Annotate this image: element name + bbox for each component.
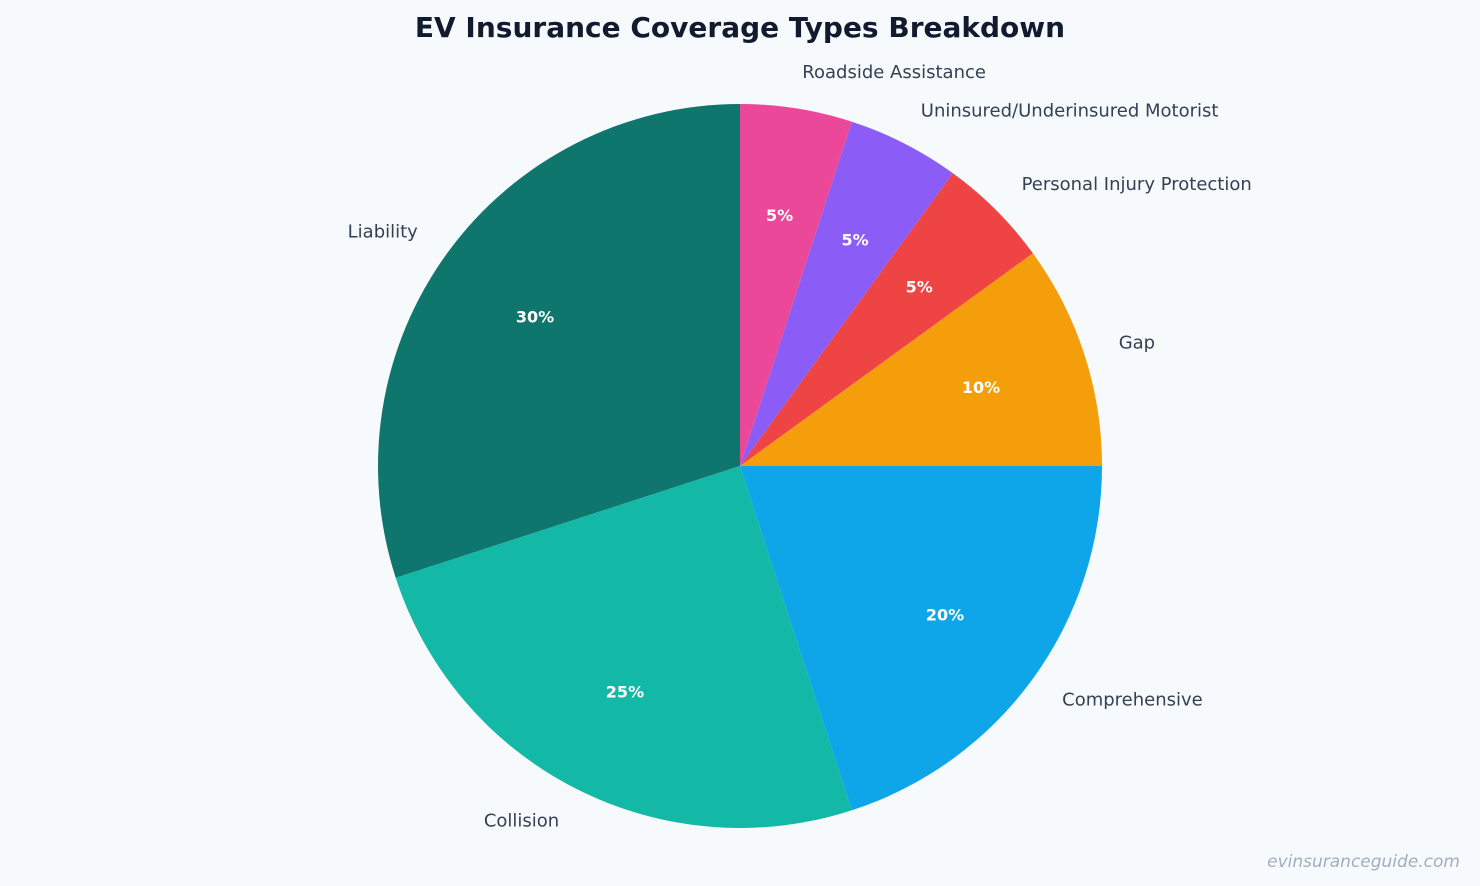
slice-label: Collision	[484, 810, 559, 831]
pie-slice-personal-injury-protection	[740, 173, 1033, 466]
slice-label: Personal Injury Protection	[1022, 174, 1252, 195]
slice-percent-label: 10%	[962, 378, 1000, 397]
chart-title: EV Insurance Coverage Types Breakdown	[414, 11, 1066, 44]
slice-percent-label: 5%	[841, 231, 868, 250]
pie-slice-uninsured-underinsured-motorist	[740, 121, 953, 466]
pie-slice-liability	[378, 104, 740, 578]
slice-percent-label: 20%	[926, 605, 964, 624]
pie-slice-roadside-assistance	[740, 104, 852, 466]
slice-label: Uninsured/Underinsured Motorist	[921, 101, 1219, 122]
watermark-text: evinsuranceguide.com	[1267, 852, 1460, 872]
slice-percent-label: 30%	[516, 308, 554, 327]
pie-slice-gap	[740, 253, 1102, 466]
slice-label: Gap	[1119, 332, 1155, 353]
pie-slice-collision	[395, 466, 852, 828]
pie-slice-comprehensive	[740, 466, 1102, 811]
slice-percent-label: 5%	[906, 277, 933, 296]
slice-label: Comprehensive	[1062, 690, 1203, 711]
slice-percent-label: 25%	[606, 682, 644, 701]
slice-percent-label: 5%	[766, 206, 793, 225]
slice-label: Liability	[348, 221, 419, 242]
slice-label: Roadside Assistance	[802, 62, 986, 83]
